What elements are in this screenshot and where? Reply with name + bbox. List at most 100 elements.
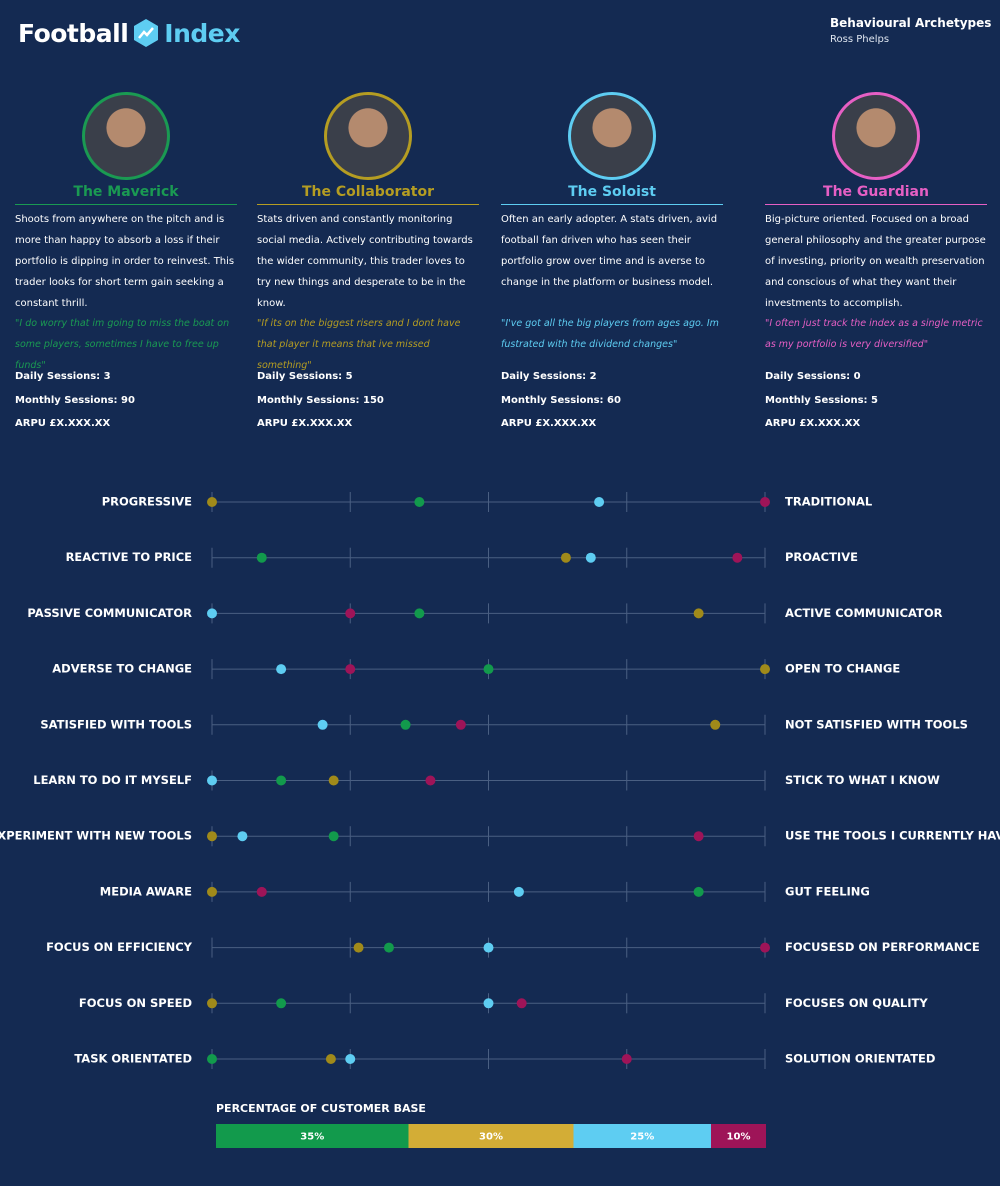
persona-description: Often an early adopter. A stats driven, … xyxy=(501,214,718,288)
persona-dot xyxy=(207,1054,217,1064)
persona-quote: "I often just track the index as a singl… xyxy=(765,318,983,350)
persona-dot xyxy=(207,831,217,842)
persona-dot xyxy=(425,775,436,786)
persona-dot xyxy=(345,664,356,675)
left-label: PASSIVE COMMUNICATOR xyxy=(27,606,192,620)
persona-name: The Guardian xyxy=(765,184,987,205)
persona-stat: Daily Sessions: 3 xyxy=(15,371,111,382)
share-segment xyxy=(408,1124,574,1148)
persona-dot xyxy=(237,831,248,842)
right-label: USE THE TOOLS I CURRENTLY HAVE xyxy=(785,829,1000,843)
persona-stat: Daily Sessions: 2 xyxy=(501,371,597,382)
doc-title: Behavioural Archetypes xyxy=(830,16,992,30)
persona-dot xyxy=(400,719,411,730)
persona-dot xyxy=(513,886,524,897)
right-label: NOT SATISFIED WITH TOOLS xyxy=(785,717,968,731)
share-label: 10% xyxy=(727,1132,751,1143)
persona-dot xyxy=(276,775,287,786)
share-segment xyxy=(216,1124,409,1148)
persona-dot xyxy=(256,552,267,563)
logo: Football Index xyxy=(18,18,240,48)
persona-dot xyxy=(693,608,704,619)
persona-stat: Monthly Sessions: 90 xyxy=(15,394,135,406)
right-label: SOLUTION ORIENTATED xyxy=(785,1052,935,1066)
right-label: ACTIVE COMMUNICATOR xyxy=(785,606,943,620)
persona-card: The Collaborator Stats driven and constan… xyxy=(257,92,479,436)
share-label: 30% xyxy=(479,1132,503,1143)
doc-author: Ross Phelps xyxy=(830,34,890,45)
persona-stat: ARPU £X.XXX.XX xyxy=(257,418,353,429)
left-label: SATISFIED WITH TOOLS xyxy=(40,717,192,731)
bar-title: PERCENTAGE OF CUSTOMER BASE xyxy=(216,1102,426,1115)
share-label: 35% xyxy=(300,1132,324,1143)
right-label: STICK TO WHAT I KNOW xyxy=(785,773,940,787)
right-label: OPEN TO CHANGE xyxy=(785,662,900,676)
persona-description: Shoots from anywhere on the pitch and is… xyxy=(15,214,235,309)
persona-stat: Daily Sessions: 0 xyxy=(765,371,861,382)
persona-dot xyxy=(760,497,770,507)
persona-dot xyxy=(353,942,364,953)
persona-name: The Soloist xyxy=(501,184,723,205)
share-segment xyxy=(711,1124,766,1148)
left-label: FOCUS ON SPEED xyxy=(79,996,192,1010)
persona-dot xyxy=(276,998,287,1009)
right-label: FOCUSESD ON PERFORMANCE xyxy=(785,940,980,954)
left-label: TASK ORIENTATED xyxy=(74,1052,192,1066)
persona-dot xyxy=(345,1054,356,1064)
persona-dot xyxy=(383,942,394,953)
right-label: GUT FEELING xyxy=(785,884,870,898)
spectrum-chart: PROGRESSIVE TRADITIONAL REACTIVE TO PRICE P… xyxy=(0,492,1000,1148)
left-label: ADVERSE TO CHANGE xyxy=(52,662,192,676)
logo-text: Index xyxy=(164,18,240,48)
avatar xyxy=(832,92,920,180)
persona-dot xyxy=(760,664,770,675)
persona-stat: Monthly Sessions: 150 xyxy=(257,394,384,406)
persona-name: The Maverick xyxy=(15,184,237,205)
left-label: LEARN TO DO IT MYSELF xyxy=(33,773,192,787)
persona-dot xyxy=(207,998,217,1009)
persona-stat: ARPU £X.XXX.XX xyxy=(501,418,597,429)
persona-dot xyxy=(328,775,339,786)
left-label: FOCUS ON EFFICIENCY xyxy=(46,940,193,954)
persona-dot xyxy=(621,1054,632,1064)
persona-dot xyxy=(594,497,605,507)
persona-quote: "I've got all the big players from ages … xyxy=(501,318,719,350)
persona-dot xyxy=(760,942,770,953)
persona-card: The Guardian Big-picture oriented. Focuse… xyxy=(765,92,987,436)
persona-dot xyxy=(276,664,287,675)
share-label: 25% xyxy=(630,1132,654,1143)
left-label: PROGRESSIVE xyxy=(102,495,192,509)
persona-dot xyxy=(317,719,328,730)
persona-dot xyxy=(256,886,267,897)
persona-dot xyxy=(325,1054,336,1064)
persona-dot xyxy=(483,664,494,675)
left-label: REACTIVE TO PRICE xyxy=(66,550,193,564)
persona-quote: "I do worry that im going to miss the bo… xyxy=(15,318,230,371)
persona-dot xyxy=(414,608,425,619)
share-segment xyxy=(573,1124,711,1148)
persona-dot xyxy=(455,719,466,730)
persona-dot xyxy=(516,998,527,1009)
avatar xyxy=(82,92,170,180)
persona-dot xyxy=(483,942,494,953)
persona-dot xyxy=(693,886,704,897)
right-label: TRADITIONAL xyxy=(785,495,873,509)
logo-text: Football xyxy=(18,18,129,48)
persona-card: The Soloist Often an early adopter. A sta… xyxy=(501,92,723,436)
persona-dot xyxy=(207,886,217,897)
avatar xyxy=(324,92,412,180)
right-label: PROACTIVE xyxy=(785,550,858,564)
persona-description: Stats driven and constantly monitoring s… xyxy=(257,214,473,309)
persona-dot xyxy=(207,497,217,507)
persona-dot xyxy=(560,552,571,563)
persona-dot xyxy=(328,831,339,842)
persona-stat: Monthly Sessions: 5 xyxy=(765,394,878,406)
left-label: EXPERIMENT WITH NEW TOOLS xyxy=(0,829,192,843)
right-label: FOCUSES ON QUALITY xyxy=(785,996,928,1010)
persona-dot xyxy=(693,831,704,842)
persona-quote: "If its on the biggest risers and I dont… xyxy=(257,318,461,371)
persona-stat: ARPU £X.XXX.XX xyxy=(15,418,111,429)
left-label: MEDIA AWARE xyxy=(100,884,192,898)
persona-dot xyxy=(732,552,743,563)
